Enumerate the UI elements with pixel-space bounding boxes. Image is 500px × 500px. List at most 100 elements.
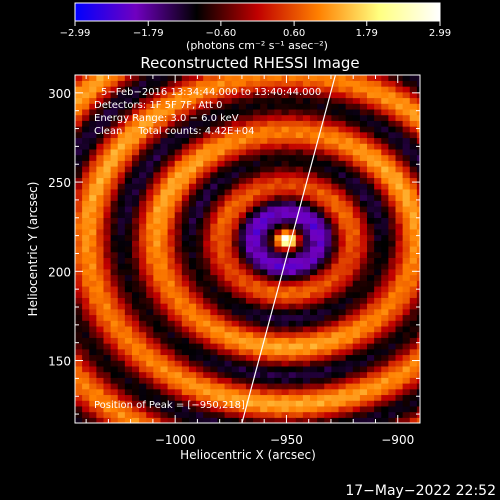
heatmap-cell bbox=[89, 303, 97, 310]
heatmap-cell bbox=[224, 80, 233, 87]
heatmap-cell bbox=[253, 143, 261, 150]
heatmap-cell bbox=[260, 331, 268, 338]
heatmap-cell bbox=[302, 251, 311, 258]
heatmap-cell bbox=[402, 137, 411, 144]
heatmap-cell bbox=[274, 417, 283, 423]
heatmap-cell bbox=[381, 308, 389, 316]
heatmap-cell bbox=[317, 285, 325, 293]
heatmap-cell bbox=[238, 245, 247, 253]
heatmap-cell bbox=[217, 223, 226, 230]
heatmap-cell bbox=[260, 297, 268, 304]
heatmap-cell bbox=[253, 297, 261, 304]
heatmap-cell bbox=[395, 75, 404, 81]
heatmap-cell bbox=[117, 194, 126, 201]
heatmap-cell bbox=[196, 303, 204, 310]
heatmap-cell bbox=[217, 143, 226, 150]
heatmap-cell bbox=[310, 143, 318, 150]
heatmap-cell bbox=[409, 348, 418, 356]
heatmap-cell bbox=[260, 360, 268, 367]
heatmap-cell bbox=[238, 177, 247, 184]
heatmap-cell bbox=[231, 337, 240, 344]
heatmap-cell bbox=[367, 154, 375, 161]
heatmap-cell bbox=[231, 234, 240, 241]
heatmap-cell bbox=[274, 97, 283, 104]
heatmap-cell bbox=[310, 257, 318, 264]
heatmap-cell bbox=[310, 103, 318, 110]
heatmap-cell bbox=[210, 280, 219, 287]
heatmap-cell bbox=[345, 188, 354, 196]
heatmap-cell bbox=[89, 343, 97, 350]
heatmap-cell bbox=[174, 263, 183, 270]
heatmap-cell bbox=[409, 245, 418, 253]
heatmap-cell bbox=[224, 383, 233, 390]
heatmap-cell bbox=[75, 331, 83, 338]
heatmap-cell bbox=[345, 108, 354, 116]
heatmap-cell bbox=[267, 200, 276, 207]
heatmap-cell bbox=[267, 411, 276, 418]
heatmap-cell bbox=[359, 280, 368, 287]
heatmap-cell bbox=[103, 200, 112, 207]
heatmap-cell bbox=[388, 120, 397, 127]
heatmap-cell bbox=[131, 194, 140, 201]
heatmap-cell bbox=[302, 303, 311, 310]
annotation-clean-counts: Clean Total counts: 4.42E+04 bbox=[94, 126, 254, 137]
colorbar-ticks: −2.99 −1.79 −0.60 0.60 1.79 2.99 bbox=[60, 21, 451, 39]
heatmap-cell bbox=[395, 394, 404, 401]
heatmap-cell bbox=[317, 297, 325, 304]
heatmap-cell bbox=[324, 388, 333, 396]
heatmap-cell bbox=[160, 285, 169, 293]
heatmap-cell bbox=[238, 383, 247, 390]
heatmap-cell bbox=[167, 360, 176, 367]
heatmap-cell bbox=[395, 114, 404, 121]
heatmap-cell bbox=[374, 291, 382, 298]
heatmap-cell bbox=[359, 103, 368, 110]
heatmap-cell bbox=[231, 143, 240, 150]
heatmap-cell bbox=[260, 348, 268, 356]
heatmap-cell bbox=[188, 314, 197, 321]
heatmap-cell bbox=[131, 120, 140, 127]
heatmap-cell bbox=[75, 348, 83, 356]
heatmap-cell bbox=[317, 108, 325, 116]
heatmap-cell bbox=[146, 91, 154, 99]
heatmap-cell bbox=[395, 257, 404, 264]
heatmap-cell bbox=[260, 251, 268, 258]
heatmap-cell bbox=[302, 223, 311, 230]
heatmap-cell bbox=[402, 245, 411, 253]
heatmap-cell bbox=[402, 291, 411, 298]
heatmap-cell bbox=[174, 343, 183, 350]
heatmap-cell bbox=[217, 234, 226, 241]
heatmap-cell bbox=[388, 263, 397, 270]
heatmap-cell bbox=[146, 263, 154, 270]
heatmap-cell bbox=[174, 257, 183, 264]
heatmap-cell bbox=[103, 314, 112, 321]
heatmap-cell bbox=[203, 166, 211, 173]
heatmap-cell bbox=[267, 177, 276, 184]
heatmap-cell bbox=[409, 143, 418, 150]
heatmap-cell bbox=[124, 228, 133, 236]
heatmap-cell bbox=[224, 108, 233, 116]
heatmap-cell bbox=[210, 263, 219, 270]
heatmap-cell bbox=[174, 377, 183, 384]
heatmap-cell bbox=[359, 405, 368, 413]
heatmap-cell bbox=[281, 188, 290, 196]
heatmap-cell bbox=[181, 171, 190, 179]
heatmap-cell bbox=[416, 263, 420, 270]
heatmap-cell bbox=[217, 388, 226, 396]
heatmap-cell bbox=[409, 377, 418, 384]
heatmap-cell bbox=[188, 194, 197, 201]
heatmap-cell bbox=[89, 234, 97, 241]
heatmap-cell bbox=[124, 405, 133, 413]
heatmap-cell bbox=[374, 200, 382, 207]
heatmap-cell bbox=[367, 171, 375, 179]
heatmap-cell bbox=[331, 86, 340, 93]
heatmap-cell bbox=[295, 200, 304, 207]
heatmap-cell bbox=[253, 171, 261, 179]
heatmap-cell bbox=[181, 263, 190, 270]
heatmap-cell bbox=[131, 394, 140, 401]
heatmap-cell bbox=[196, 131, 204, 139]
heatmap-cell bbox=[181, 188, 190, 196]
heatmap-cell bbox=[82, 103, 90, 110]
heatmap-cell bbox=[196, 228, 204, 236]
heatmap-cell bbox=[295, 331, 304, 338]
heatmap-cell bbox=[274, 325, 283, 333]
